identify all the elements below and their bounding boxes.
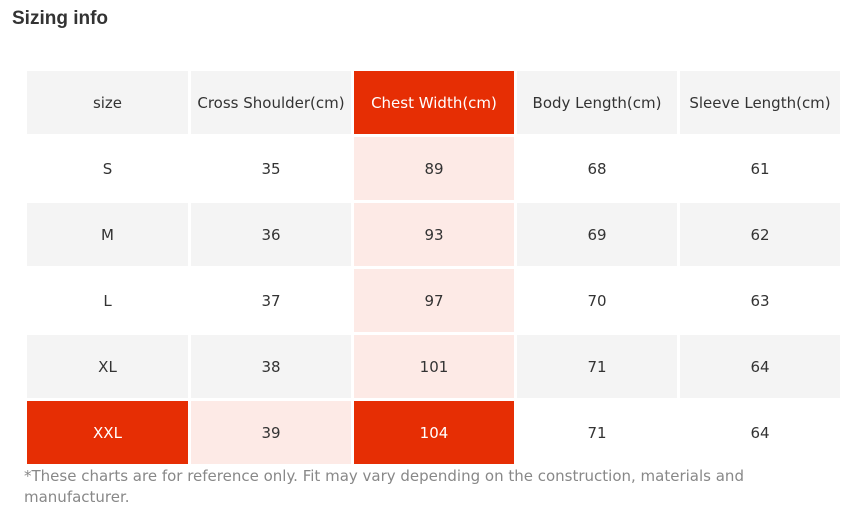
table-row: S 35 89 68 61: [27, 137, 840, 200]
cell-chest-width: 104: [354, 401, 514, 464]
cell-chest-width: 89: [354, 137, 514, 200]
cell-chest-width: 93: [354, 203, 514, 266]
table-row: XXL 39 104 71 64: [27, 401, 840, 464]
cell-body-length: 68: [517, 137, 677, 200]
cell-sleeve-length: 61: [680, 137, 840, 200]
cell-size: S: [27, 137, 188, 200]
cell-body-length: 71: [517, 401, 677, 464]
page-title: Sizing info: [12, 8, 109, 29]
cell-cross-shoulder: 38: [191, 335, 351, 398]
cell-cross-shoulder: 36: [191, 203, 351, 266]
header-chest-width: Chest Width(cm): [354, 71, 514, 134]
cell-sleeve-length: 62: [680, 203, 840, 266]
cell-chest-width: 97: [354, 269, 514, 332]
cell-sleeve-length: 64: [680, 401, 840, 464]
cell-body-length: 70: [517, 269, 677, 332]
table-row: L 37 97 70 63: [27, 269, 840, 332]
table-header-row: size Cross Shoulder(cm) Chest Width(cm) …: [27, 71, 840, 134]
cell-cross-shoulder: 35: [191, 137, 351, 200]
header-cross-shoulder: Cross Shoulder(cm): [191, 71, 351, 134]
cell-cross-shoulder: 39: [191, 401, 351, 464]
table-row: M 36 93 69 62: [27, 203, 840, 266]
cell-size: M: [27, 203, 188, 266]
cell-size: XXL: [27, 401, 188, 464]
cell-sleeve-length: 64: [680, 335, 840, 398]
header-body-length: Body Length(cm): [517, 71, 677, 134]
cell-body-length: 69: [517, 203, 677, 266]
table-row: XL 38 101 71 64: [27, 335, 840, 398]
sizing-table: size Cross Shoulder(cm) Chest Width(cm) …: [24, 68, 843, 467]
cell-sleeve-length: 63: [680, 269, 840, 332]
header-size: size: [27, 71, 188, 134]
cell-chest-width: 101: [354, 335, 514, 398]
disclaimer-note: *These charts are for reference only. Fi…: [24, 467, 744, 506]
cell-size: XL: [27, 335, 188, 398]
cell-size: L: [27, 269, 188, 332]
cell-cross-shoulder: 37: [191, 269, 351, 332]
header-sleeve-length: Sleeve Length(cm): [680, 71, 840, 134]
cell-body-length: 71: [517, 335, 677, 398]
